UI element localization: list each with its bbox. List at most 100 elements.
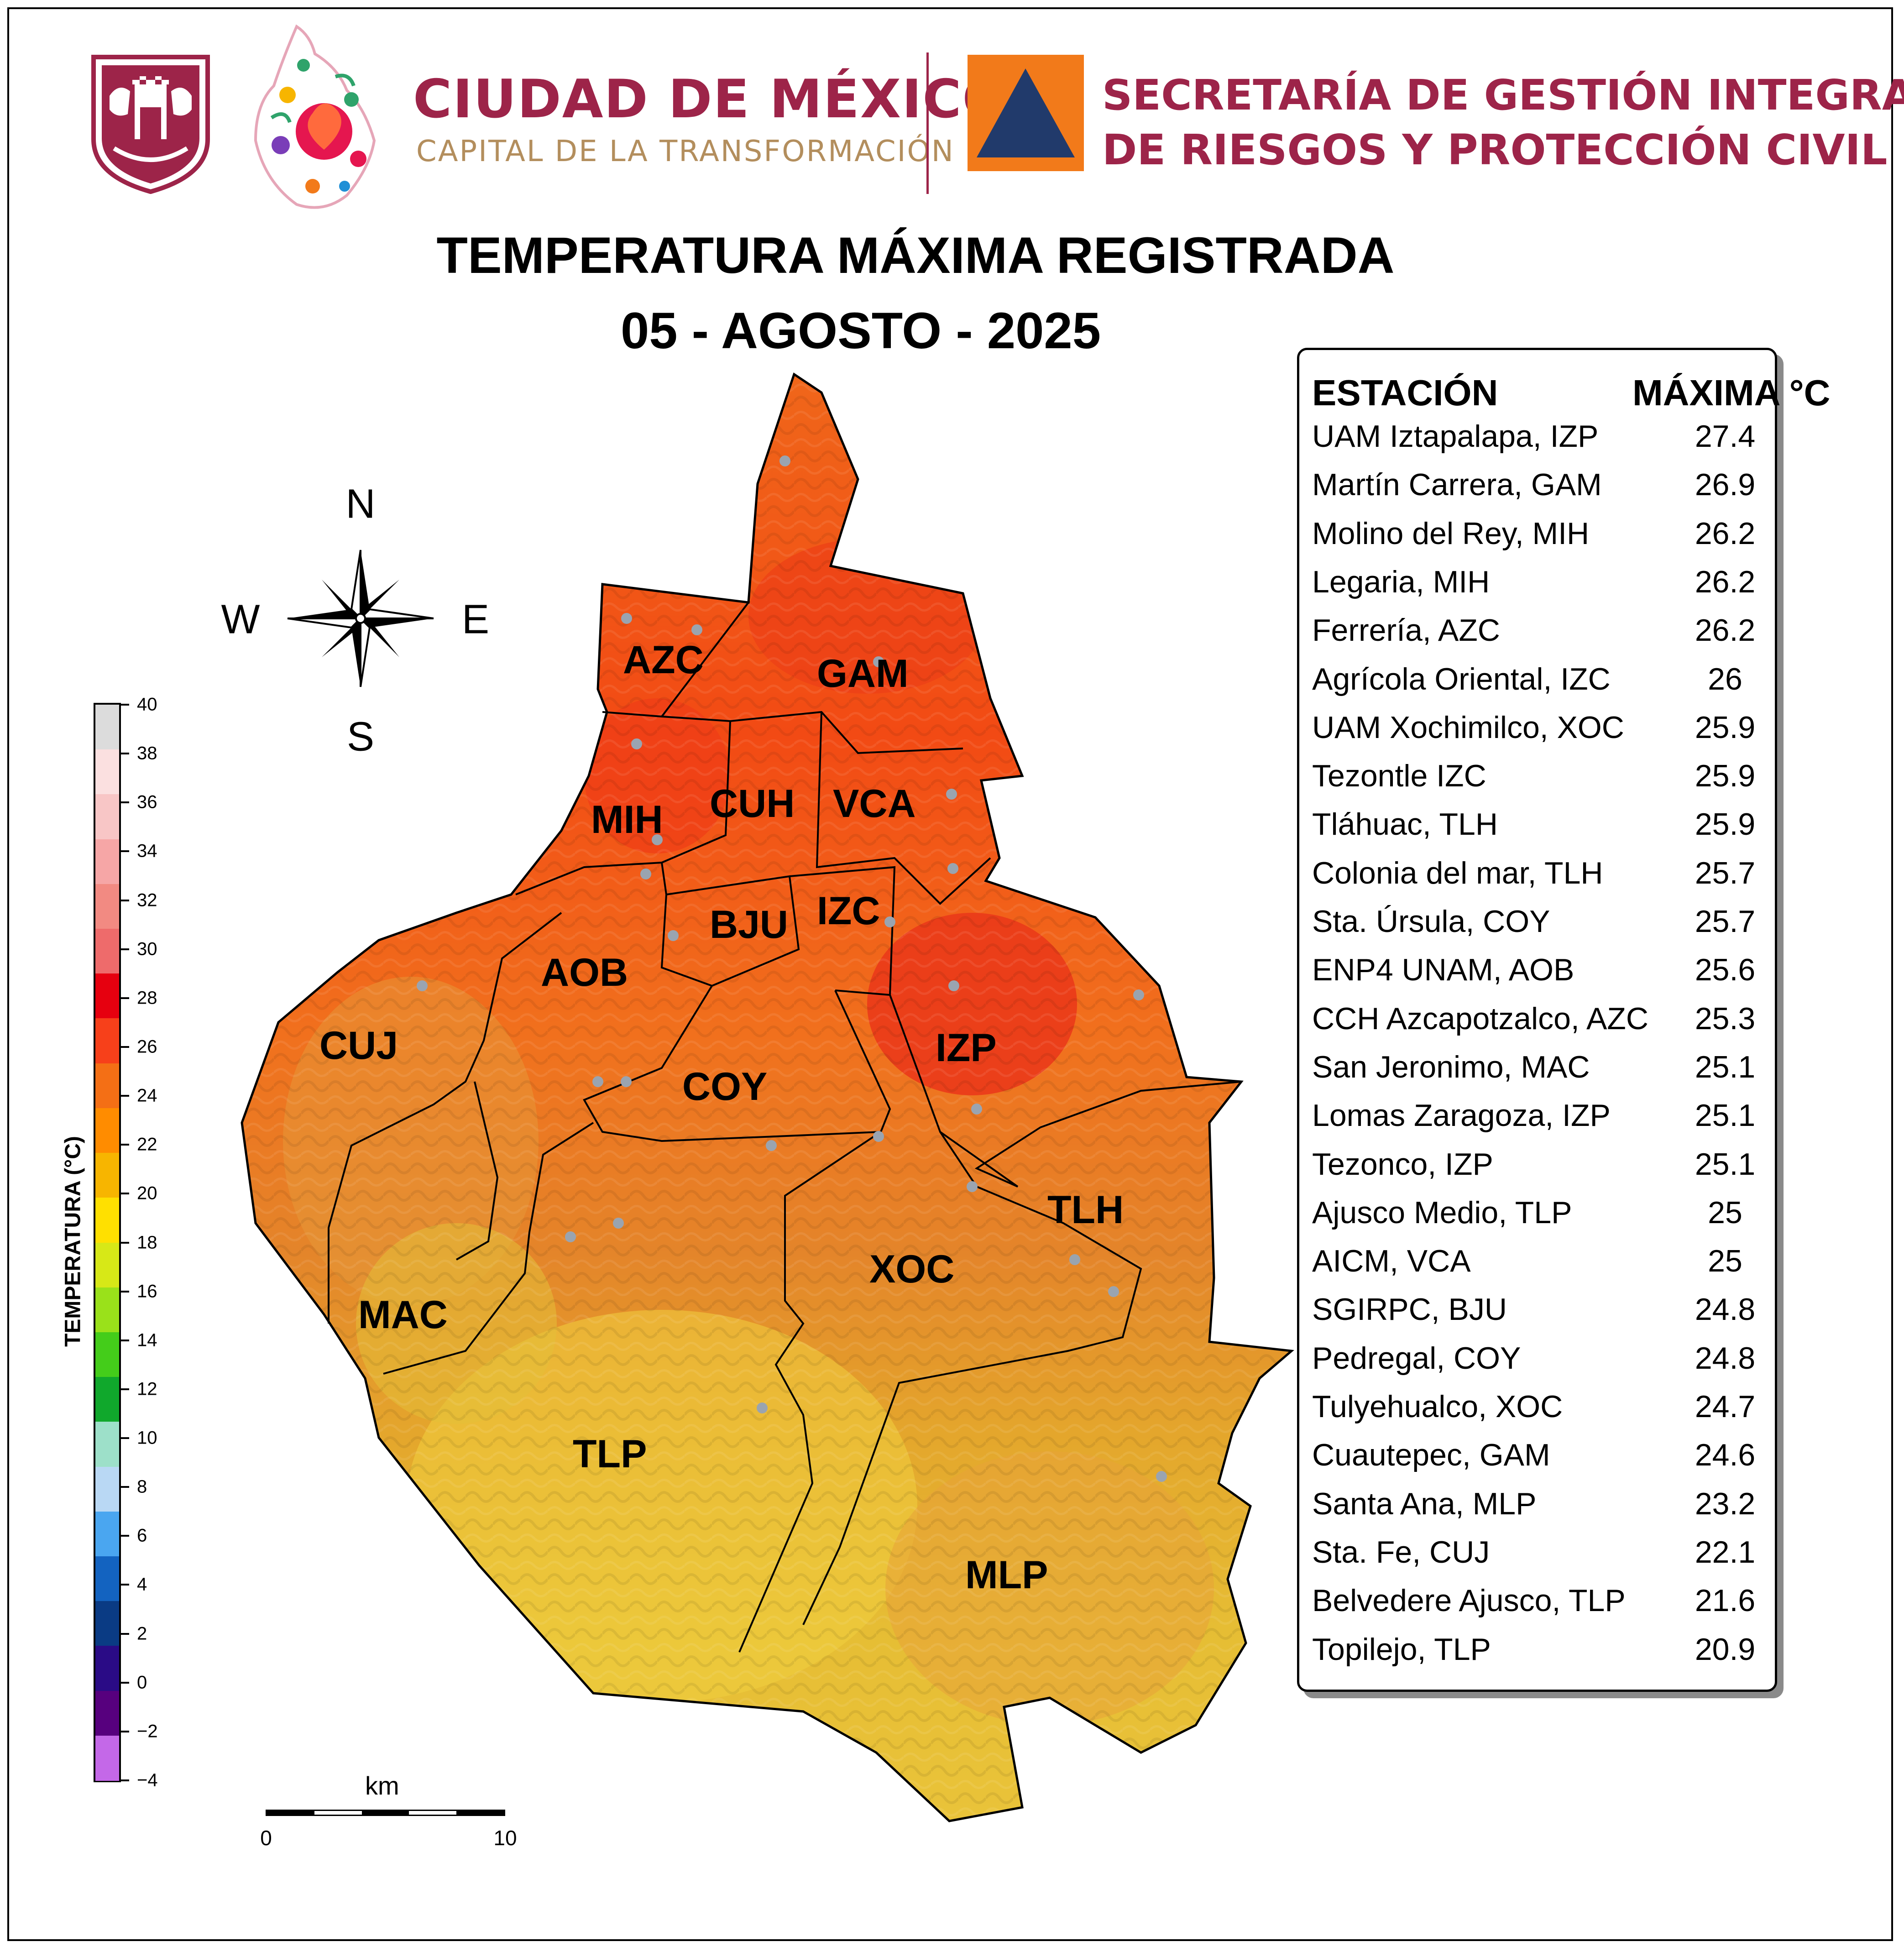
station-max-temp: 25.7 bbox=[1695, 904, 1756, 939]
color-bar-segment bbox=[95, 1556, 119, 1601]
alcaldia-label-xoc: XOC bbox=[869, 1247, 954, 1291]
color-bar-title: TEMPERATURA (°C) bbox=[61, 1136, 85, 1347]
color-bar-segment bbox=[95, 705, 119, 750]
station-name: Tezonco, IZP bbox=[1312, 1146, 1493, 1182]
station-name: Ferrería, AZC bbox=[1312, 613, 1500, 648]
station-name: Tláhuac, TLH bbox=[1312, 807, 1498, 842]
table-row: Tulyehualco, XOC 24.7 bbox=[1312, 1389, 1764, 1437]
table-row: Agrícola Oriental, IZC 26 bbox=[1312, 661, 1764, 710]
color-bar-segment bbox=[95, 1511, 119, 1557]
table-header-max: MÁXIMA °C bbox=[1632, 372, 1831, 413]
station-name: Tezontle IZC bbox=[1312, 759, 1486, 794]
color-bar-tick bbox=[121, 1046, 129, 1048]
station-max-temp: 25.7 bbox=[1695, 855, 1756, 890]
station-max-temp: 24.8 bbox=[1695, 1292, 1756, 1327]
color-bar-segment bbox=[95, 1377, 119, 1423]
color-bar-tick bbox=[121, 1633, 129, 1635]
color-bar-tick bbox=[121, 1339, 129, 1341]
scale-min-label: 0 bbox=[260, 1826, 272, 1850]
station-name: ENP4 UNAM, AOB bbox=[1312, 952, 1574, 988]
table-row: ENP4 UNAM, AOB 25.6 bbox=[1312, 952, 1764, 1000]
compass-east-label: E bbox=[461, 597, 490, 643]
scale-unit: km bbox=[365, 1771, 399, 1800]
station-name: Legaria, MIH bbox=[1312, 564, 1490, 599]
station-max-temp: 25.9 bbox=[1695, 759, 1756, 794]
color-bar-segment bbox=[95, 1646, 119, 1691]
station-max-temp: 21.6 bbox=[1695, 1583, 1756, 1618]
map-title: TEMPERATURA MÁXIMA REGISTRADA bbox=[436, 227, 1395, 284]
alcaldia-label-tlp: TLP bbox=[573, 1432, 647, 1476]
page-frame bbox=[7, 7, 1893, 1941]
station-name: Martín Carrera, GAM bbox=[1312, 467, 1602, 502]
color-bar-tick bbox=[121, 1241, 129, 1244]
table-row: Colonia del mar, TLH 25.7 bbox=[1312, 855, 1764, 904]
table-row: SGIRPC, BJU 24.8 bbox=[1312, 1292, 1764, 1340]
color-bar-tick bbox=[121, 1779, 129, 1781]
color-bar-tick-label: 30 bbox=[137, 939, 157, 959]
scale-bar bbox=[266, 1810, 505, 1816]
color-bar-tick-label: 6 bbox=[137, 1525, 147, 1546]
color-bar-tick bbox=[121, 801, 129, 804]
color-bar-segment bbox=[95, 1735, 119, 1781]
alcaldia-labels: GAM AZC MIH CUH VCA BJU IZC AOB CUJ COY … bbox=[319, 638, 1124, 1597]
station-max-temp: 26.2 bbox=[1695, 613, 1756, 648]
color-bar-tick-label: −2 bbox=[137, 1721, 158, 1742]
table-row: Santa Ana, MLP 23.2 bbox=[1312, 1486, 1764, 1534]
color-bar-segment bbox=[95, 1198, 119, 1243]
station-max-temp: 25.3 bbox=[1695, 1001, 1756, 1036]
color-bar-tick-label: 16 bbox=[137, 1281, 157, 1302]
table-row: Martín Carrera, GAM 26.9 bbox=[1312, 467, 1764, 515]
alcaldia-label-tlh: TLH bbox=[1047, 1188, 1124, 1232]
color-bar-tick-label: 28 bbox=[137, 988, 157, 1008]
color-bar-tick-label: 18 bbox=[137, 1232, 157, 1252]
alcaldia-label-izc: IZC bbox=[817, 889, 880, 933]
color-bar-segment bbox=[95, 1287, 119, 1333]
proteccion-civil-logo bbox=[968, 55, 1084, 171]
color-bar-tick bbox=[121, 1437, 129, 1439]
color-bar-tick bbox=[121, 1486, 129, 1488]
color-bar-segment bbox=[95, 794, 119, 840]
color-bar-tick-label: 20 bbox=[137, 1183, 157, 1204]
color-bar-tick-label: 38 bbox=[137, 743, 157, 764]
header: CIUDAD DE MÉXICO CAPITAL DE LA TRANSFORM… bbox=[0, 0, 1904, 219]
color-bar-segment bbox=[95, 1153, 119, 1198]
color-bar-segment bbox=[95, 839, 119, 884]
station-name: Agrícola Oriental, IZC bbox=[1312, 661, 1611, 696]
alcaldia-label-mih: MIH bbox=[591, 798, 663, 842]
table-row: Sta. Fe, CUJ 22.1 bbox=[1312, 1534, 1764, 1583]
color-bar-tick bbox=[121, 997, 129, 999]
color-bar-tick bbox=[121, 948, 129, 950]
table-row: AICM, VCA 25 bbox=[1312, 1243, 1764, 1292]
station-table: ESTACIÓN MÁXIMA °C UAM Iztapalapa, IZP 27… bbox=[1297, 348, 1830, 1692]
table-row: Tezonco, IZP 25.1 bbox=[1312, 1146, 1764, 1195]
station-name: Lomas Zaragoza, IZP bbox=[1312, 1098, 1611, 1133]
alcaldia-boundaries bbox=[328, 583, 1242, 1653]
station-max-temp: 26.9 bbox=[1695, 467, 1756, 502]
table-row: Ajusco Medio, TLP 25 bbox=[1312, 1195, 1764, 1243]
table-row: Legaria, MIH 26.2 bbox=[1312, 564, 1764, 612]
station-name: Ajusco Medio, TLP bbox=[1312, 1195, 1572, 1230]
color-bar-tick bbox=[121, 704, 129, 706]
color-bar-tick bbox=[121, 850, 129, 853]
color-bar-segment bbox=[95, 884, 119, 929]
alcaldia-label-aob: AOB bbox=[541, 951, 628, 994]
table-row: Pedregal, COY 24.8 bbox=[1312, 1340, 1764, 1389]
temperature-color-bar bbox=[94, 703, 121, 1782]
station-max-temp: 25.1 bbox=[1695, 1098, 1756, 1133]
color-bar-tick bbox=[121, 1388, 129, 1390]
table-row: Belvedere Ajusco, TLP 21.6 bbox=[1312, 1583, 1764, 1631]
color-bar-tick-label: −4 bbox=[137, 1770, 158, 1790]
color-bar-segment bbox=[95, 1601, 119, 1647]
color-bar-segment bbox=[95, 929, 119, 974]
alcaldia-label-mac: MAC bbox=[358, 1293, 448, 1337]
color-bar-tick-label: 14 bbox=[137, 1330, 157, 1350]
table-row: San Jeronimo, MAC 25.1 bbox=[1312, 1049, 1764, 1098]
color-bar-tick-label: 4 bbox=[137, 1574, 147, 1595]
color-bar-segment bbox=[95, 973, 119, 1019]
station-max-temp: 25 bbox=[1708, 1244, 1742, 1279]
alcaldia-label-izp: IZP bbox=[936, 1026, 997, 1070]
alcaldia-label-azc: AZC bbox=[623, 638, 704, 682]
color-bar-tick-label: 12 bbox=[137, 1379, 157, 1399]
station-max-temp: 25.9 bbox=[1695, 710, 1756, 745]
color-bar-segment bbox=[95, 749, 119, 795]
